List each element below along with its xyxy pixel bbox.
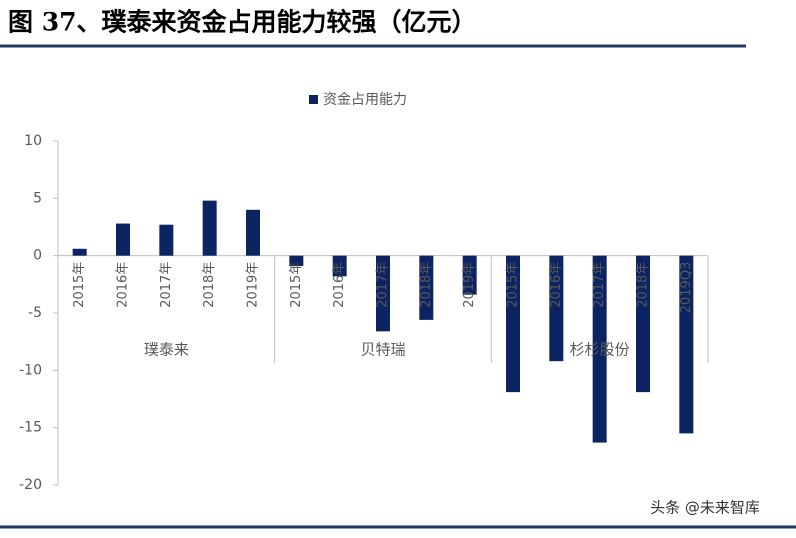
bar <box>159 224 174 256</box>
bar <box>636 255 650 393</box>
y-tick-label: 10 <box>24 133 42 149</box>
group-label: 杉杉股份 <box>570 341 630 359</box>
x-tick-label: 2017年 <box>159 262 174 308</box>
y-tick-label: -20 <box>19 477 42 493</box>
x-tick-label: 2018年 <box>636 262 651 308</box>
x-tick-label: 2017年 <box>592 262 607 308</box>
bar <box>419 255 434 320</box>
x-tick-label: 2016年 <box>549 262 564 308</box>
watermark: 头条 @未来智库 <box>650 499 760 517</box>
bar <box>72 248 87 256</box>
x-tick-label: 2019年 <box>246 262 261 308</box>
group-label: 贝特瑞 <box>360 341 405 359</box>
x-tick-label: 2018年 <box>202 262 217 308</box>
bar <box>332 255 347 277</box>
y-tick-label: -10 <box>19 362 42 378</box>
y-tick-label: 0 <box>33 248 42 264</box>
group-label: 璞泰来 <box>144 341 189 359</box>
bar <box>289 255 304 266</box>
bar <box>116 223 130 256</box>
x-tick-label: 2018年 <box>419 262 434 308</box>
y-tick-label: -5 <box>28 305 42 321</box>
x-tick-label: 2016年 <box>116 262 131 308</box>
x-tick-label: 2016年 <box>332 262 347 308</box>
x-tick-label: 2019年 <box>462 262 477 308</box>
x-tick-label: 2015年 <box>289 262 304 308</box>
y-tick-label: -15 <box>19 420 42 436</box>
bar <box>549 255 564 362</box>
legend-label: 资金占用能力 <box>323 92 407 108</box>
bar <box>592 255 607 443</box>
chart-title: 图 37、璞泰来资金占用能力较强（亿元） <box>8 8 477 37</box>
x-tick-label: 2015年 <box>506 262 521 308</box>
bar <box>506 255 520 393</box>
x-tick-label: 2015年 <box>72 262 87 308</box>
bar <box>462 255 477 295</box>
bar <box>202 200 217 256</box>
legend-swatch <box>309 95 318 104</box>
x-tick-label: 2017年 <box>376 262 391 308</box>
x-tick-label: 2019Q3 <box>679 262 694 314</box>
bar <box>376 255 390 332</box>
bar <box>246 209 260 256</box>
y-tick-label: 5 <box>33 190 42 206</box>
bar <box>679 255 694 434</box>
